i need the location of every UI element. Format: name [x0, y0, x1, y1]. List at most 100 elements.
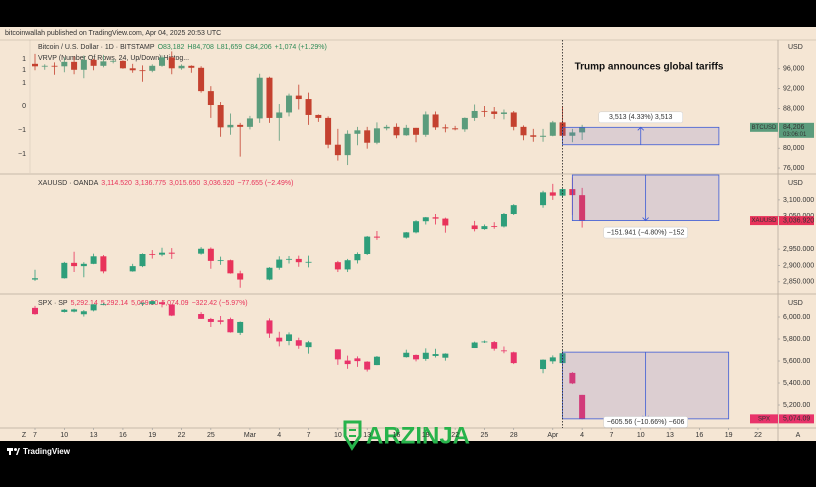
candle-body: [90, 304, 97, 311]
candle-body: [266, 77, 273, 118]
candle-body: [373, 356, 380, 366]
symbol-tag-label: SPX: [758, 416, 770, 422]
candle-body: [61, 309, 68, 312]
left-axis-label: 1: [22, 56, 26, 63]
x-tick-label: 7: [307, 432, 311, 439]
candle-body: [422, 114, 429, 135]
symbol-tag-label: XAUUSD: [751, 218, 777, 224]
symbol-tag: [750, 122, 778, 132]
x-tick-label: 19: [422, 432, 430, 439]
candle-body: [510, 352, 517, 364]
y-tick-label: 5,400.00: [783, 380, 810, 387]
measure-label: −605.56 (−10.66%) −606: [607, 419, 685, 426]
symbol-title: XAUUSD · OANDA: [38, 180, 99, 187]
candle-body: [90, 256, 97, 264]
legend-value: 3,114.520: [101, 180, 132, 187]
candle-body: [237, 124, 244, 127]
bottom-bar: [0, 441, 816, 487]
candle-body: [295, 340, 302, 346]
left-axis-label: 1: [22, 80, 26, 87]
candle-body: [149, 65, 156, 71]
candle-body: [71, 262, 78, 267]
candle-body: [354, 358, 361, 362]
price-tag-label: 3,036.920: [783, 217, 814, 224]
candle-body: [432, 354, 439, 356]
currency: USD: [788, 44, 803, 51]
legend-value: 3,136.775: [135, 180, 166, 187]
candle-body: [80, 311, 87, 315]
measure-label-box: [598, 111, 683, 124]
price-tag: [779, 414, 814, 424]
x-tick-label: 10: [60, 432, 68, 439]
candle-body: [393, 126, 400, 136]
x-tick-label: 25: [481, 432, 489, 439]
candle-body: [198, 314, 205, 319]
candle-body: [32, 63, 38, 67]
candle-body: [471, 342, 478, 349]
candle-body: [500, 112, 507, 114]
candle-body: [442, 353, 449, 358]
candle-body: [334, 144, 341, 156]
x-tick-label: 4: [580, 432, 584, 439]
measure-arrowhead: [642, 217, 649, 222]
legend-value: 5,292.14: [101, 300, 128, 307]
x-tick-label: 13: [90, 432, 98, 439]
event-annotation: Trump announces global tariffs: [575, 62, 724, 73]
candle-body: [491, 342, 498, 349]
y-tick-label: 88,000: [783, 105, 805, 112]
candle-body: [413, 354, 420, 360]
candle-body: [364, 236, 371, 254]
candle-body: [325, 117, 332, 145]
candle-body: [168, 252, 175, 254]
candle-body: [227, 319, 234, 333]
candle-body: [579, 195, 586, 221]
candle-body: [364, 361, 371, 370]
x-tick-label: 13: [363, 432, 371, 439]
x-tick-label: 13: [666, 432, 674, 439]
measure-label: −151.941 (−4.80%) −152: [607, 229, 685, 236]
candle-body: [198, 248, 205, 254]
watermark-logo: [343, 420, 362, 451]
legend-value: C84,206: [245, 44, 272, 51]
x-tick-label: 16: [119, 432, 127, 439]
x-tick-label: 16: [695, 432, 703, 439]
currency-box: [780, 178, 814, 188]
candle-body: [100, 304, 107, 306]
candle-body: [500, 214, 507, 227]
candle-body: [149, 301, 156, 305]
pane-legend: Bitcoin / U.S. Dollar · 1D · BITSTAMP O83…: [38, 44, 327, 51]
candle-body: [471, 225, 478, 230]
x-tick-label: 7: [33, 432, 37, 439]
candle-body: [530, 135, 537, 137]
candle-body: [461, 117, 468, 130]
candle-body: [61, 61, 68, 67]
candle-body: [237, 321, 244, 333]
x-tick-label: 4: [277, 432, 281, 439]
candle-body: [276, 337, 283, 342]
candle-body: [119, 60, 126, 69]
legend-value: 3,036.920: [203, 180, 234, 187]
left-axis-label: 0: [22, 103, 26, 110]
candle-body: [217, 105, 224, 128]
candle-body: [452, 128, 459, 130]
x-tick-label: 25: [207, 432, 215, 439]
x-tick-label: 10: [637, 432, 645, 439]
candle-body: [540, 135, 547, 137]
candle-body: [276, 259, 283, 268]
candle-body: [100, 256, 107, 272]
candle-body: [481, 110, 488, 112]
candle-body: [207, 318, 214, 322]
candle-body: [334, 262, 341, 270]
candle-body: [159, 302, 166, 305]
candle-body: [110, 60, 117, 62]
candle-body: [540, 359, 547, 370]
x-tick-label: 16: [393, 432, 401, 439]
legend-value: −77.655 (−2.49%): [237, 180, 293, 187]
x-tick-label: 19: [148, 432, 156, 439]
candle-body: [266, 320, 273, 334]
price-tag-label: 5,074.09: [783, 416, 810, 423]
candle-body: [286, 95, 293, 113]
y-tick-label: 2,950.000: [783, 246, 814, 253]
candle-body: [286, 334, 293, 341]
